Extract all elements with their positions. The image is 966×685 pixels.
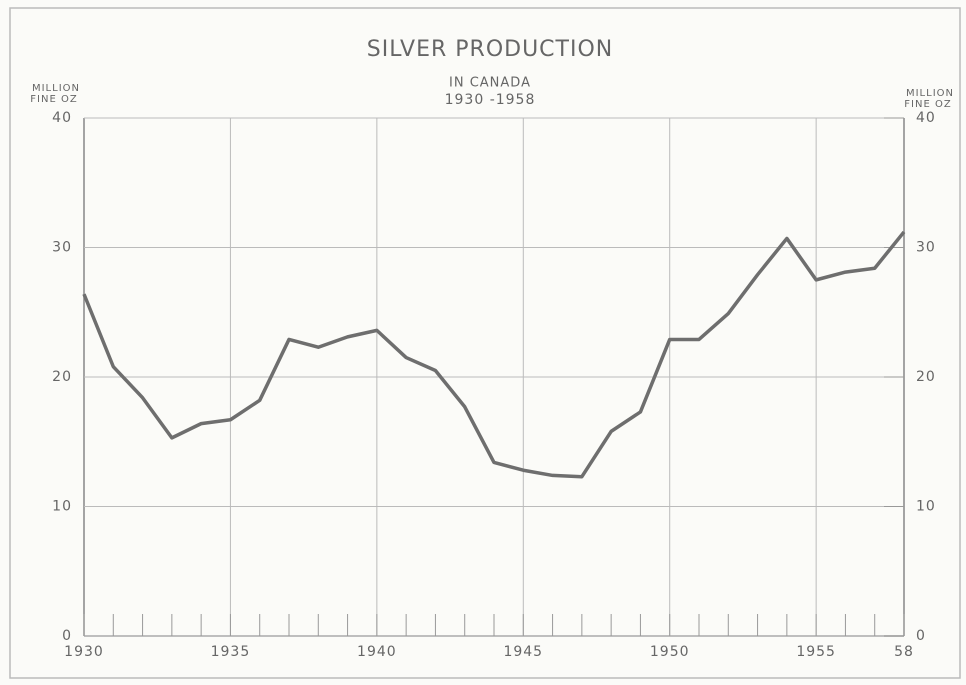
y2-axis-label: FINE OZ	[904, 99, 951, 110]
y2-tick-label: 10	[916, 499, 936, 515]
x-tick-label: 1950	[650, 644, 690, 660]
y2-tick-label: 0	[916, 628, 926, 644]
y2-axis-label: MILLION	[906, 88, 954, 99]
y-tick-label: 30	[52, 240, 72, 256]
x-tick-label: 1930	[64, 644, 104, 660]
y-axis-label: MILLION	[32, 83, 80, 94]
frame	[9, 7, 961, 679]
x-tick-label: 1945	[503, 644, 543, 660]
y-tick-label: 20	[52, 369, 72, 385]
y-tick-label: 0	[62, 628, 72, 644]
x-tick-label: 58	[894, 644, 914, 660]
y2-tick-label: 30	[916, 240, 936, 256]
y2-tick-label: 40	[916, 110, 936, 126]
data-line	[82, 230, 906, 479]
y2-tick-label: 20	[916, 369, 936, 385]
x-tick-label: 1935	[211, 644, 251, 660]
chart-subtitle: IN CANADA	[449, 76, 531, 91]
y-tick-label: 40	[52, 110, 72, 126]
chart-subtitle: 1930 -1958	[445, 92, 536, 108]
y-axis-label: FINE OZ	[30, 94, 77, 105]
x-tick-label: 1940	[357, 644, 397, 660]
chart-title: SILVER PRODUCTION	[367, 37, 614, 62]
y-tick-label: 10	[52, 499, 72, 515]
x-tick-label: 1955	[796, 644, 836, 660]
